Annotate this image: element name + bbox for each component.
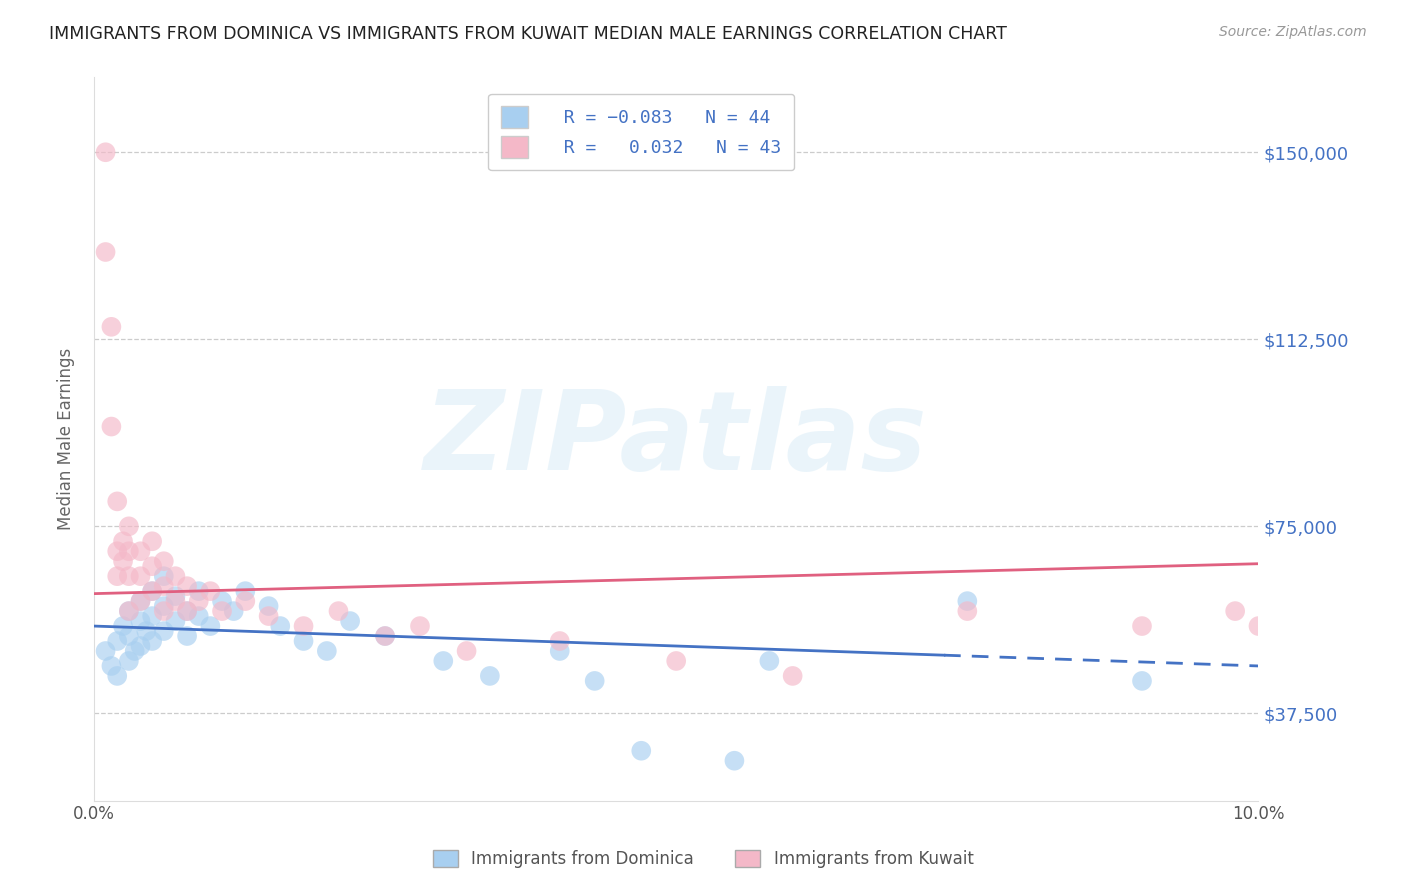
Point xyxy=(153,569,176,583)
Legend: Immigrants from Dominica, Immigrants from Kuwait: Immigrants from Dominica, Immigrants fro… xyxy=(426,843,980,875)
Point xyxy=(124,644,146,658)
Point xyxy=(141,534,163,549)
Point xyxy=(176,629,198,643)
Point xyxy=(374,629,396,643)
Point xyxy=(583,673,606,688)
Point xyxy=(233,594,256,608)
Point xyxy=(165,569,187,583)
Point xyxy=(187,584,209,599)
Point xyxy=(548,644,571,658)
Point xyxy=(129,594,152,608)
Point xyxy=(141,584,163,599)
Point xyxy=(374,629,396,643)
Point xyxy=(112,534,135,549)
Point xyxy=(315,644,337,658)
Point xyxy=(176,604,198,618)
Point xyxy=(956,594,979,608)
Point xyxy=(118,604,141,618)
Point xyxy=(118,569,141,583)
Point xyxy=(187,609,209,624)
Point xyxy=(118,629,141,643)
Point xyxy=(105,669,128,683)
Point xyxy=(1247,619,1270,633)
Point xyxy=(100,659,122,673)
Point xyxy=(328,604,350,618)
Point xyxy=(105,634,128,648)
Point xyxy=(141,559,163,574)
Point xyxy=(165,614,187,628)
Point xyxy=(129,544,152,558)
Point xyxy=(118,604,141,618)
Point xyxy=(153,554,176,568)
Point xyxy=(758,654,780,668)
Point xyxy=(200,619,222,633)
Text: ZIPatlas: ZIPatlas xyxy=(425,385,928,492)
Point xyxy=(630,744,652,758)
Point xyxy=(292,619,315,633)
Point xyxy=(129,639,152,653)
Point xyxy=(1130,619,1153,633)
Point xyxy=(129,614,152,628)
Point xyxy=(456,644,478,658)
Point xyxy=(153,604,176,618)
Point xyxy=(141,609,163,624)
Y-axis label: Median Male Earnings: Median Male Earnings xyxy=(58,348,75,530)
Point xyxy=(153,624,176,638)
Text: IMMIGRANTS FROM DOMINICA VS IMMIGRANTS FROM KUWAIT MEDIAN MALE EARNINGS CORRELAT: IMMIGRANTS FROM DOMINICA VS IMMIGRANTS F… xyxy=(49,25,1007,43)
Point xyxy=(105,494,128,508)
Point xyxy=(129,594,152,608)
Point xyxy=(94,245,117,260)
Point xyxy=(105,544,128,558)
Point xyxy=(100,419,122,434)
Point xyxy=(292,634,315,648)
Point xyxy=(782,669,804,683)
Point xyxy=(153,579,176,593)
Point xyxy=(165,589,187,603)
Point xyxy=(118,654,141,668)
Point xyxy=(176,579,198,593)
Point xyxy=(153,599,176,613)
Point xyxy=(187,594,209,608)
Point xyxy=(222,604,245,618)
Point xyxy=(665,654,688,668)
Point xyxy=(723,754,745,768)
Point xyxy=(409,619,432,633)
Point xyxy=(211,604,233,618)
Point xyxy=(105,569,128,583)
Point xyxy=(233,584,256,599)
Point xyxy=(200,584,222,599)
Point xyxy=(94,145,117,160)
Point xyxy=(257,609,280,624)
Point xyxy=(118,519,141,533)
Point xyxy=(112,619,135,633)
Point xyxy=(269,619,291,633)
Point xyxy=(100,319,122,334)
Point xyxy=(165,594,187,608)
Point xyxy=(956,604,979,618)
Point xyxy=(548,634,571,648)
Point xyxy=(112,554,135,568)
Point xyxy=(129,569,152,583)
Point xyxy=(1130,673,1153,688)
Point xyxy=(257,599,280,613)
Legend:   R = −0.083   N = 44,   R =   0.032   N = 43: R = −0.083 N = 44, R = 0.032 N = 43 xyxy=(488,94,794,170)
Point xyxy=(1223,604,1246,618)
Point xyxy=(176,604,198,618)
Point xyxy=(141,634,163,648)
Point xyxy=(432,654,454,668)
Point xyxy=(141,584,163,599)
Point xyxy=(478,669,501,683)
Point xyxy=(94,644,117,658)
Text: Source: ZipAtlas.com: Source: ZipAtlas.com xyxy=(1219,25,1367,39)
Point xyxy=(339,614,361,628)
Point xyxy=(118,544,141,558)
Point xyxy=(211,594,233,608)
Point xyxy=(135,624,157,638)
